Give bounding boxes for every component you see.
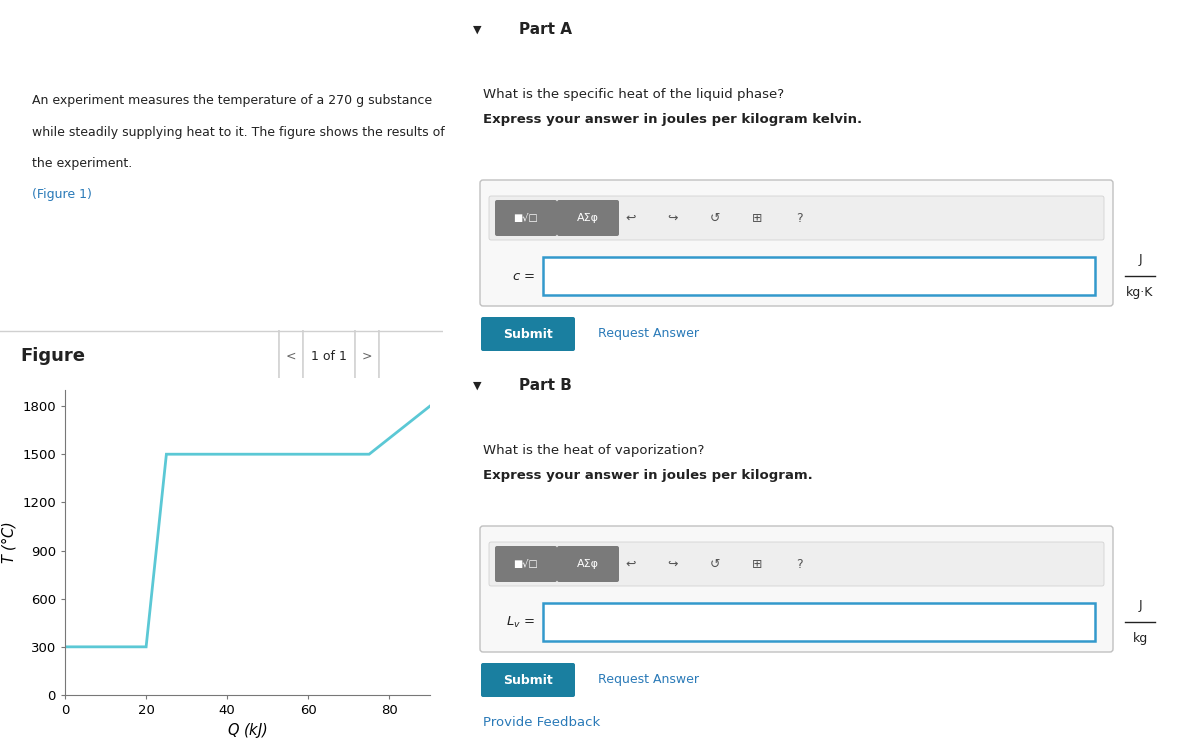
Text: the experiment.: the experiment.: [31, 157, 132, 170]
Text: An experiment measures the temperature of a 270 g substance: An experiment measures the temperature o…: [31, 95, 432, 107]
FancyBboxPatch shape: [542, 603, 1096, 641]
Circle shape: [278, 0, 302, 739]
Text: ?: ?: [796, 211, 803, 225]
Text: ▼: ▼: [473, 381, 481, 391]
Text: kg·K: kg·K: [1127, 286, 1153, 299]
Text: Figure: Figure: [20, 347, 85, 365]
Text: ΑΣφ: ΑΣφ: [577, 559, 599, 569]
Text: Provide Feedback: Provide Feedback: [482, 716, 600, 729]
Text: J: J: [1138, 599, 1142, 612]
Text: Part A: Part A: [518, 22, 571, 38]
Text: >: >: [361, 350, 372, 363]
Text: ↪: ↪: [667, 211, 678, 225]
FancyBboxPatch shape: [496, 546, 557, 582]
FancyBboxPatch shape: [557, 200, 619, 236]
Text: <: <: [286, 350, 296, 363]
FancyBboxPatch shape: [490, 542, 1104, 586]
Text: $L_v$ =: $L_v$ =: [506, 614, 535, 630]
Text: while steadily supplying heat to it. The figure shows the results of: while steadily supplying heat to it. The…: [31, 126, 444, 139]
Text: ↪: ↪: [667, 557, 678, 571]
Text: ↺: ↺: [709, 211, 720, 225]
Text: kg: kg: [1133, 632, 1147, 645]
Text: Request Answer: Request Answer: [598, 327, 698, 341]
FancyBboxPatch shape: [496, 200, 557, 236]
FancyBboxPatch shape: [480, 180, 1114, 306]
Text: (Figure 1): (Figure 1): [31, 188, 91, 201]
Text: What is the heat of vaporization?: What is the heat of vaporization?: [482, 444, 704, 457]
Text: Express your answer in joules per kilogram.: Express your answer in joules per kilogr…: [482, 469, 812, 482]
Text: Request Answer: Request Answer: [598, 673, 698, 687]
FancyBboxPatch shape: [480, 526, 1114, 652]
X-axis label: $Q$ (kJ): $Q$ (kJ): [227, 721, 268, 739]
Text: ▼: ▼: [473, 25, 481, 35]
Text: ⊞: ⊞: [751, 211, 762, 225]
Text: J: J: [1138, 253, 1142, 266]
FancyBboxPatch shape: [490, 196, 1104, 240]
Text: What is the specific heat of the liquid phase?: What is the specific heat of the liquid …: [482, 88, 784, 101]
Text: 1 of 1: 1 of 1: [311, 350, 347, 363]
Text: ⊞: ⊞: [751, 557, 762, 571]
Text: Submit: Submit: [503, 327, 553, 341]
FancyBboxPatch shape: [557, 546, 619, 582]
Text: $c$ =: $c$ =: [512, 270, 535, 282]
Text: ?: ?: [796, 557, 803, 571]
Text: Express your answer in joules per kilogram kelvin.: Express your answer in joules per kilogr…: [482, 113, 862, 126]
Text: ■√□: ■√□: [514, 559, 539, 569]
FancyBboxPatch shape: [542, 257, 1096, 295]
Text: ↺: ↺: [709, 557, 720, 571]
Text: Part B: Part B: [518, 378, 571, 393]
Text: ↩: ↩: [625, 557, 636, 571]
Y-axis label: $T$ (°C): $T$ (°C): [0, 521, 18, 564]
Circle shape: [355, 0, 379, 739]
FancyBboxPatch shape: [481, 663, 575, 697]
Text: Submit: Submit: [503, 673, 553, 687]
Text: ↩: ↩: [625, 211, 636, 225]
FancyBboxPatch shape: [481, 317, 575, 351]
Text: ■√□: ■√□: [514, 213, 539, 223]
Text: ΑΣφ: ΑΣφ: [577, 213, 599, 223]
